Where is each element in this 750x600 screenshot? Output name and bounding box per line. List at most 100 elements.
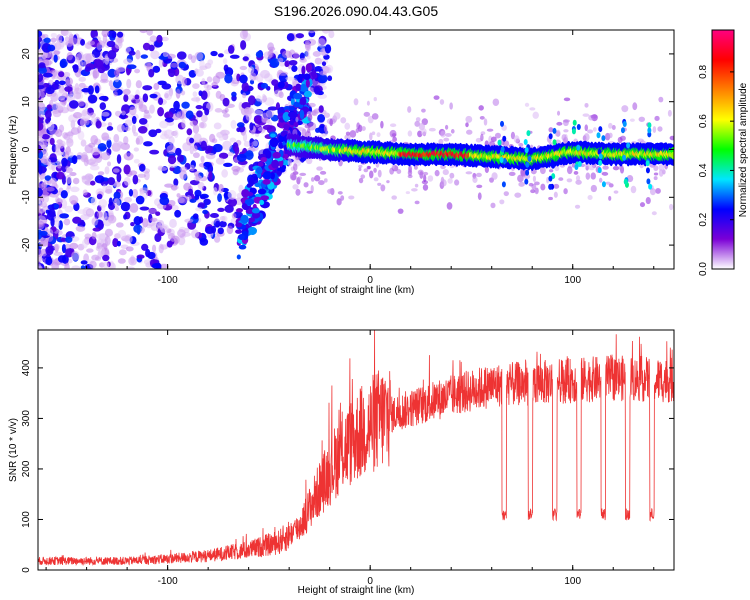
spectrogram-cell [192, 152, 200, 159]
spectrogram-cell [355, 128, 360, 134]
spectrogram-cell [238, 244, 247, 250]
spectrogram-cell [181, 101, 190, 109]
spectrogram-cell [195, 173, 201, 181]
spectrogram-cell [548, 127, 554, 133]
spectrogram-cell [135, 80, 143, 89]
spectrogram-cell [215, 157, 225, 165]
spectrogram-cell [572, 119, 577, 126]
spectrogram-cell [101, 132, 110, 141]
spectrogram-cell [518, 142, 524, 147]
spectrogram-cell [215, 71, 226, 79]
spectrogram-cell [601, 181, 606, 188]
spectrogram-cell [310, 185, 314, 193]
spectrogram-cell [45, 86, 55, 95]
spectrogram-cell [180, 90, 186, 96]
spectrogram-cell [434, 169, 440, 177]
spectrogram-cell [241, 188, 250, 198]
spectrogram-cell [449, 172, 455, 179]
spectrogram-cell [135, 49, 141, 60]
spectrogram-cell [497, 139, 502, 146]
spectrogram-cell [585, 172, 591, 180]
spectrogram-cell [116, 172, 122, 183]
spectrogram-cell [162, 51, 169, 58]
spectrogram-cell [651, 211, 657, 216]
spectrogram-cell [104, 55, 110, 65]
spectrogram-cell [206, 84, 213, 90]
spectrogram-cell [247, 66, 255, 74]
spectrogram-cell [116, 31, 124, 38]
spectrogram-cell [108, 80, 113, 87]
spectrogram-cell [523, 138, 528, 145]
spectrogram-cell [353, 98, 359, 106]
spectrogram-cell [176, 197, 185, 204]
spectrogram-cell [75, 52, 84, 62]
spectrogram-cell [111, 32, 117, 39]
spectrogram-cell [168, 68, 176, 78]
spectrogram-cell [217, 193, 222, 203]
spectrogram-cell [80, 38, 86, 46]
spectrogram-cell [315, 127, 321, 133]
spectrogram-cell [142, 42, 151, 51]
spectrogram-cell [563, 188, 568, 195]
spectrogram-cell [211, 225, 217, 234]
spectrogram-cell [240, 214, 249, 224]
spectrogram-cell [582, 113, 590, 117]
spectrogram-cell [227, 151, 234, 157]
spectrogram-cell [293, 121, 299, 128]
spectrogram-cell [96, 211, 103, 218]
colorbar: 0.0 0.2 0.4 0.6 0.8 Normalized spectral ampl… [698, 29, 749, 276]
spectrogram-cell [204, 108, 210, 116]
spectrogram-cell [189, 198, 197, 203]
spectrogram-cell [476, 184, 483, 189]
spectrogram-cell [64, 262, 70, 269]
spectrogram-cell [284, 61, 290, 68]
spectrogram-cell [639, 202, 646, 208]
spectrogram-cell [477, 192, 482, 200]
spectrogram-cell [283, 123, 290, 130]
spectrogram-cell [552, 139, 557, 146]
spectrogram-cell [530, 189, 536, 194]
spectrogram-cell [626, 142, 631, 149]
spectrogram-cell [78, 76, 87, 82]
spectrogram-cell [133, 132, 139, 137]
spectrogram-cell [289, 172, 297, 181]
spectrogram-cell [175, 88, 181, 99]
spectrogram-cell [87, 85, 94, 95]
spectrogram-cell [100, 72, 109, 83]
spectrogram-cell [229, 54, 240, 59]
spectrogram-cell [596, 132, 601, 139]
spectrogram-cell [174, 147, 182, 156]
spectrogram-cell [150, 50, 160, 60]
spectrogram-cell [317, 74, 328, 84]
spectrogram-cell [38, 89, 41, 99]
spectrogram-cell [270, 58, 280, 68]
spectrogram-cell [408, 165, 412, 173]
spectrogram-cell [439, 99, 445, 105]
spectrogram-cell [53, 50, 60, 56]
spectrogram-cell [92, 68, 100, 79]
spectrogram-cell [152, 65, 161, 73]
spectrogram-cell [618, 164, 624, 171]
spectrogram-cell [135, 195, 145, 205]
spectrogram-cell [68, 37, 78, 45]
spectrogram-cell [612, 165, 620, 171]
spectrogram-cell [200, 155, 205, 163]
spectrogram-cell [96, 193, 103, 200]
spectrogram-cell [422, 184, 429, 191]
spectrogram-cell [49, 137, 55, 146]
spectrogram-cell [185, 110, 194, 119]
spectrogram-cell [69, 242, 79, 250]
spectrogram-cell [56, 162, 62, 169]
spectrogram-cell [105, 185, 113, 193]
spectrogram-cell [246, 183, 252, 188]
spectrogram-cell [116, 240, 121, 247]
spectrogram-cell [91, 217, 99, 226]
spectrogram-cell [270, 172, 275, 180]
spectrogram-cell [336, 198, 342, 206]
spectrogram-cell [81, 239, 88, 249]
spectrogram-cell [514, 192, 522, 198]
spectrogram-cell [268, 188, 273, 195]
spectrogram-cell [548, 133, 553, 140]
spectrogram-cell [552, 127, 557, 134]
spectrogram-cell [123, 94, 129, 103]
